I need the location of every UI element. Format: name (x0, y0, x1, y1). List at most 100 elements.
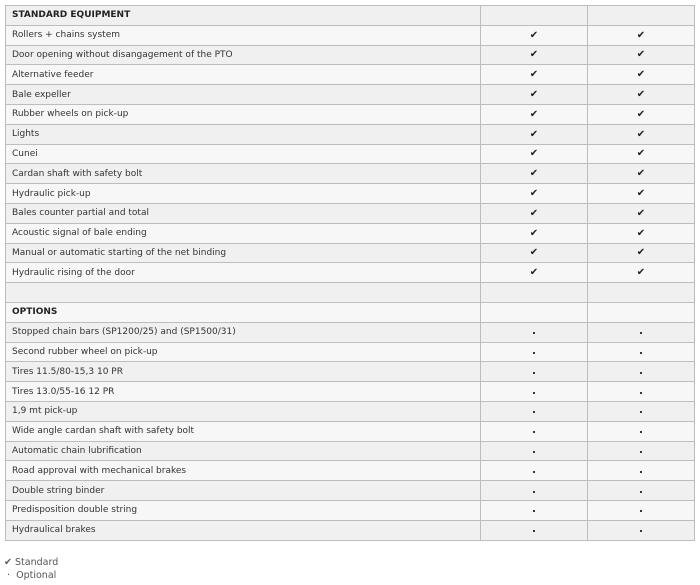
feature-name: Road approval with mechanical brakes (5, 460, 481, 482)
dot-icon (640, 450, 642, 453)
dot-icon (640, 391, 642, 394)
table-row: 1,9 mt pick-up (5, 400, 695, 422)
check-icon: ✔ (529, 168, 539, 180)
table-row: Bale expeller ✔ ✔ (5, 84, 695, 105)
check-icon: ✔ (529, 89, 539, 101)
table-row: Rollers + chains system ✔ ✔ (5, 24, 695, 46)
section-title: STANDARD EQUIPMENT (5, 5, 481, 26)
check-icon: ✔ (529, 188, 539, 200)
dot-icon (533, 351, 535, 354)
check-icon: ✔ (636, 69, 646, 81)
dot-icon (640, 351, 642, 354)
feature-name: 1,9 mt pick-up (5, 400, 481, 422)
feature-name: Tires 13.0/55-16 12 PR (5, 381, 481, 402)
section-title: OPTIONS (5, 301, 481, 323)
dot-icon (640, 470, 642, 473)
feature-name: Manual or automatic starting of the net … (5, 242, 481, 264)
feature-name: Bales counter partial and total (5, 202, 481, 224)
legend-standard: ✔ Standard (4, 556, 58, 569)
dot-icon (533, 371, 535, 374)
check-icon: ✔ (529, 29, 539, 41)
check-icon: ✔ (529, 247, 539, 259)
check-icon: ✔ (529, 267, 539, 279)
dot-icon: · (7, 570, 11, 581)
feature-name: Rollers + chains system (5, 24, 481, 46)
check-icon: ✔ (529, 148, 539, 160)
table-row: Hydraulic pick-up ✔ ✔ (5, 183, 695, 204)
feature-name: Tires 11.5/80-15,3 10 PR (5, 361, 481, 383)
dot-icon (533, 490, 535, 493)
feature-name: Double string binder (5, 480, 481, 501)
spacer-row (5, 282, 695, 303)
check-icon: ✔ (636, 128, 646, 140)
table-row: Acoustic signal of bale ending ✔ ✔ (5, 222, 695, 244)
dot-icon (640, 411, 642, 414)
section-header-row: STANDARD EQUIPMENT (5, 5, 695, 26)
table-row: Tires 13.0/55-16 12 PR (5, 381, 695, 402)
table-row: Rubber wheels on pick-up ✔ ✔ (5, 103, 695, 125)
table-row: Alternative feeder ✔ ✔ (5, 64, 695, 86)
table-row: Second rubber wheel on pick-up (5, 341, 695, 363)
check-icon: ✔ (636, 188, 646, 200)
dot-icon (533, 431, 535, 434)
legend-optional: · Optional (4, 569, 58, 582)
legend-optional-label: Optional (16, 570, 57, 581)
section-header-row: OPTIONS (5, 301, 695, 323)
check-icon: ✔ (636, 148, 646, 160)
table-row: Door opening without disangagement of th… (5, 44, 695, 66)
check-icon: ✔ (529, 69, 539, 81)
feature-name: Stopped chain bars (SP1200/25) and (SP15… (5, 321, 481, 343)
feature-name: Predisposition double string (5, 499, 481, 521)
dot-icon (640, 431, 642, 434)
table-row: Bales counter partial and total ✔ ✔ (5, 202, 695, 224)
table-row: Tires 11.5/80-15,3 10 PR (5, 361, 695, 383)
check-icon: ✔ (636, 168, 646, 180)
dot-icon (640, 530, 642, 533)
check-icon: ✔ (529, 128, 539, 140)
check-icon: ✔ (529, 227, 539, 239)
check-icon: ✔ (636, 207, 646, 219)
feature-name: Cunei (5, 143, 481, 165)
dot-icon (640, 371, 642, 374)
check-icon: ✔ (529, 49, 539, 61)
legend: ✔ Standard · Optional (4, 556, 58, 582)
feature-name: Alternative feeder (5, 64, 481, 86)
check-icon: ✔ (636, 227, 646, 239)
table-row: Hydraulical brakes (5, 519, 695, 541)
feature-name: Bale expeller (5, 84, 481, 105)
dot-icon (640, 510, 642, 513)
feature-name: Hydraulical brakes (5, 519, 481, 541)
table-row: Predisposition double string (5, 499, 695, 521)
feature-name: Cardan shaft with safety bolt (5, 163, 481, 185)
dot-icon (533, 530, 535, 533)
feature-name: Acoustic signal of bale ending (5, 222, 481, 244)
dot-icon (640, 490, 642, 493)
feature-name: Hydraulic rising of the door (5, 262, 481, 284)
table-row: Double string binder (5, 480, 695, 501)
table-row: Manual or automatic starting of the net … (5, 242, 695, 264)
feature-name: Lights (5, 123, 481, 145)
dot-icon (533, 332, 535, 335)
equipment-table: STANDARD EQUIPMENT Rollers + chains syste… (5, 5, 695, 541)
feature-name: Wide angle cardan shaft with safety bolt (5, 420, 481, 442)
table-row: Lights ✔ ✔ (5, 123, 695, 145)
check-icon: ✔ (636, 49, 646, 61)
dot-icon (640, 332, 642, 335)
check-icon: ✔ (636, 89, 646, 101)
dot-icon (533, 391, 535, 394)
table-row: Cunei ✔ ✔ (5, 143, 695, 165)
table-row: Cardan shaft with safety bolt ✔ ✔ (5, 163, 695, 185)
check-icon: ✔ (529, 108, 539, 120)
legend-standard-label: Standard (15, 557, 59, 568)
feature-name: Hydraulic pick-up (5, 183, 481, 204)
check-icon: ✔ (4, 557, 12, 568)
dot-icon (533, 470, 535, 473)
check-icon: ✔ (636, 108, 646, 120)
dot-icon (533, 510, 535, 513)
table-row: Stopped chain bars (SP1200/25) and (SP15… (5, 321, 695, 343)
check-icon: ✔ (636, 267, 646, 279)
check-icon: ✔ (636, 29, 646, 41)
check-icon: ✔ (636, 247, 646, 259)
feature-name: Second rubber wheel on pick-up (5, 341, 481, 363)
table-row: Road approval with mechanical brakes (5, 460, 695, 482)
